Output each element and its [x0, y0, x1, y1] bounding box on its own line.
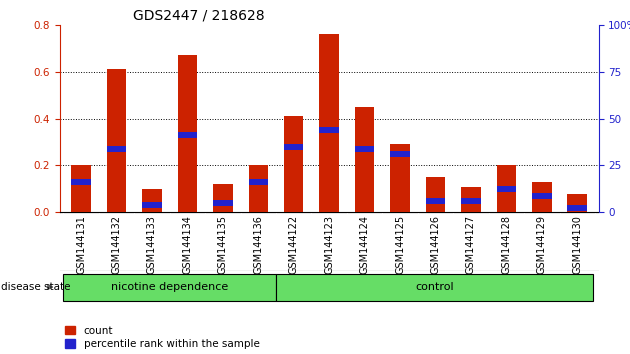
Text: GSM144126: GSM144126 [430, 215, 440, 274]
Bar [426, 198, 445, 204]
Text: GSM144131: GSM144131 [76, 215, 86, 274]
Bar [461, 198, 481, 204]
Bar [532, 182, 551, 212]
Text: control: control [415, 282, 454, 292]
Bar [568, 205, 587, 211]
Text: GSM144135: GSM144135 [218, 215, 228, 274]
Bar [319, 34, 339, 212]
Bar [568, 194, 587, 212]
Bar [284, 116, 304, 212]
Bar [496, 165, 516, 212]
Text: nicotine dependence: nicotine dependence [111, 282, 228, 292]
Bar [532, 193, 551, 199]
Text: GSM144127: GSM144127 [466, 215, 476, 274]
Text: GSM144123: GSM144123 [324, 215, 334, 274]
Bar [107, 69, 126, 212]
Bar [496, 186, 516, 192]
Text: GSM144134: GSM144134 [183, 215, 192, 274]
Text: GSM144130: GSM144130 [572, 215, 582, 274]
Legend: count, percentile rank within the sample: count, percentile rank within the sample [65, 326, 260, 349]
Bar [178, 132, 197, 138]
Text: GSM144129: GSM144129 [537, 215, 547, 274]
Text: GSM144128: GSM144128 [501, 215, 512, 274]
Text: GSM144132: GSM144132 [112, 215, 122, 274]
Text: GSM144122: GSM144122 [289, 215, 299, 274]
Bar [71, 179, 91, 185]
Text: GDS2447 / 218628: GDS2447 / 218628 [133, 9, 264, 23]
Bar [249, 179, 268, 185]
Bar [319, 127, 339, 133]
Bar [71, 165, 91, 212]
Bar [461, 187, 481, 212]
Text: GSM144125: GSM144125 [395, 215, 405, 274]
Bar [213, 200, 232, 206]
Text: GSM144124: GSM144124 [360, 215, 370, 274]
Bar [142, 202, 162, 208]
Bar [213, 184, 232, 212]
Text: disease state: disease state [1, 282, 70, 292]
Bar [426, 177, 445, 212]
Bar [107, 146, 126, 152]
Bar [249, 165, 268, 212]
Bar [178, 55, 197, 212]
Bar [355, 146, 374, 152]
Text: GSM144133: GSM144133 [147, 215, 157, 274]
Bar [355, 107, 374, 212]
Bar [391, 144, 410, 212]
Bar [142, 189, 162, 212]
Text: GSM144136: GSM144136 [253, 215, 263, 274]
Bar [276, 274, 593, 301]
Bar [391, 151, 410, 157]
Bar [284, 144, 304, 150]
Bar [64, 274, 276, 301]
